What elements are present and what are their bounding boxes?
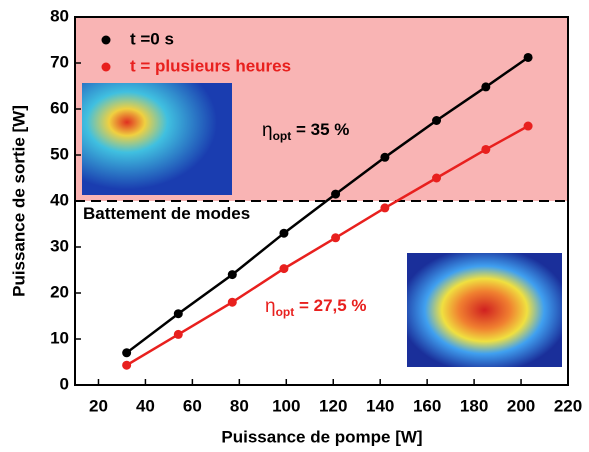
- data-point: [331, 189, 341, 199]
- x-tick-label: 140: [366, 396, 394, 415]
- annotation-text: = 35 %: [291, 120, 349, 139]
- x-tick-label: 220: [554, 396, 582, 415]
- y-tick-label: 20: [50, 282, 69, 301]
- x-axis-label: Puissance de pompe [W]: [221, 427, 422, 446]
- data-point: [380, 203, 390, 213]
- data-point: [331, 233, 341, 243]
- inset-image: [407, 253, 562, 367]
- data-point: [227, 270, 237, 280]
- x-tick-label: 20: [89, 396, 108, 415]
- legend-marker: [101, 62, 111, 72]
- x-tick-label: 60: [183, 396, 202, 415]
- y-axis-label: Puissance de sortie [W]: [9, 105, 28, 297]
- annotation: ηopt = 35 %: [262, 120, 349, 143]
- data-point: [227, 297, 237, 307]
- legend-marker: [101, 35, 111, 45]
- data-point: [122, 360, 132, 370]
- data-point: [481, 82, 491, 92]
- annotation-text: Battement de modes: [83, 204, 250, 223]
- annotation-symbol: η: [262, 120, 273, 141]
- y-tick-label: 80: [50, 6, 69, 25]
- data-point: [432, 116, 442, 125]
- data-point: [481, 144, 491, 154]
- inset-image: [82, 83, 232, 195]
- y-tick-label: 60: [50, 98, 69, 117]
- data-point: [380, 152, 390, 162]
- data-point: [523, 52, 533, 62]
- annotation: Battement de modes: [83, 204, 250, 223]
- y-tick-label: 50: [50, 144, 69, 163]
- x-tick-label: 180: [460, 396, 488, 415]
- annotation-subscript: opt: [273, 129, 292, 143]
- x-tick-label: 100: [272, 396, 300, 415]
- annotation: ηopt = 27,5 %: [265, 296, 367, 319]
- x-tick-label: 200: [507, 396, 535, 415]
- x-tick-label: 80: [230, 396, 249, 415]
- y-tick-label: 0: [60, 374, 69, 393]
- annotation-symbol: η: [265, 296, 276, 317]
- legend-label: t =0 s: [130, 29, 174, 48]
- annotation-subscript: opt: [276, 305, 295, 319]
- data-point: [279, 228, 289, 238]
- data-point: [122, 348, 132, 358]
- y-tick-label: 30: [50, 236, 69, 255]
- data-point: [173, 329, 183, 339]
- data-point: [432, 173, 442, 183]
- y-tick-label: 70: [50, 52, 69, 71]
- x-tick-label: 120: [319, 396, 347, 415]
- x-tick-label: 40: [136, 396, 155, 415]
- x-tick-label: 160: [413, 396, 441, 415]
- y-tick-label: 10: [50, 328, 69, 347]
- y-tick-label: 40: [50, 190, 69, 209]
- data-point: [279, 264, 289, 274]
- data-point: [523, 121, 533, 131]
- annotation-text: = 27,5 %: [294, 296, 366, 315]
- data-point: [173, 309, 183, 319]
- legend-label: t = plusieurs heures: [130, 56, 291, 75]
